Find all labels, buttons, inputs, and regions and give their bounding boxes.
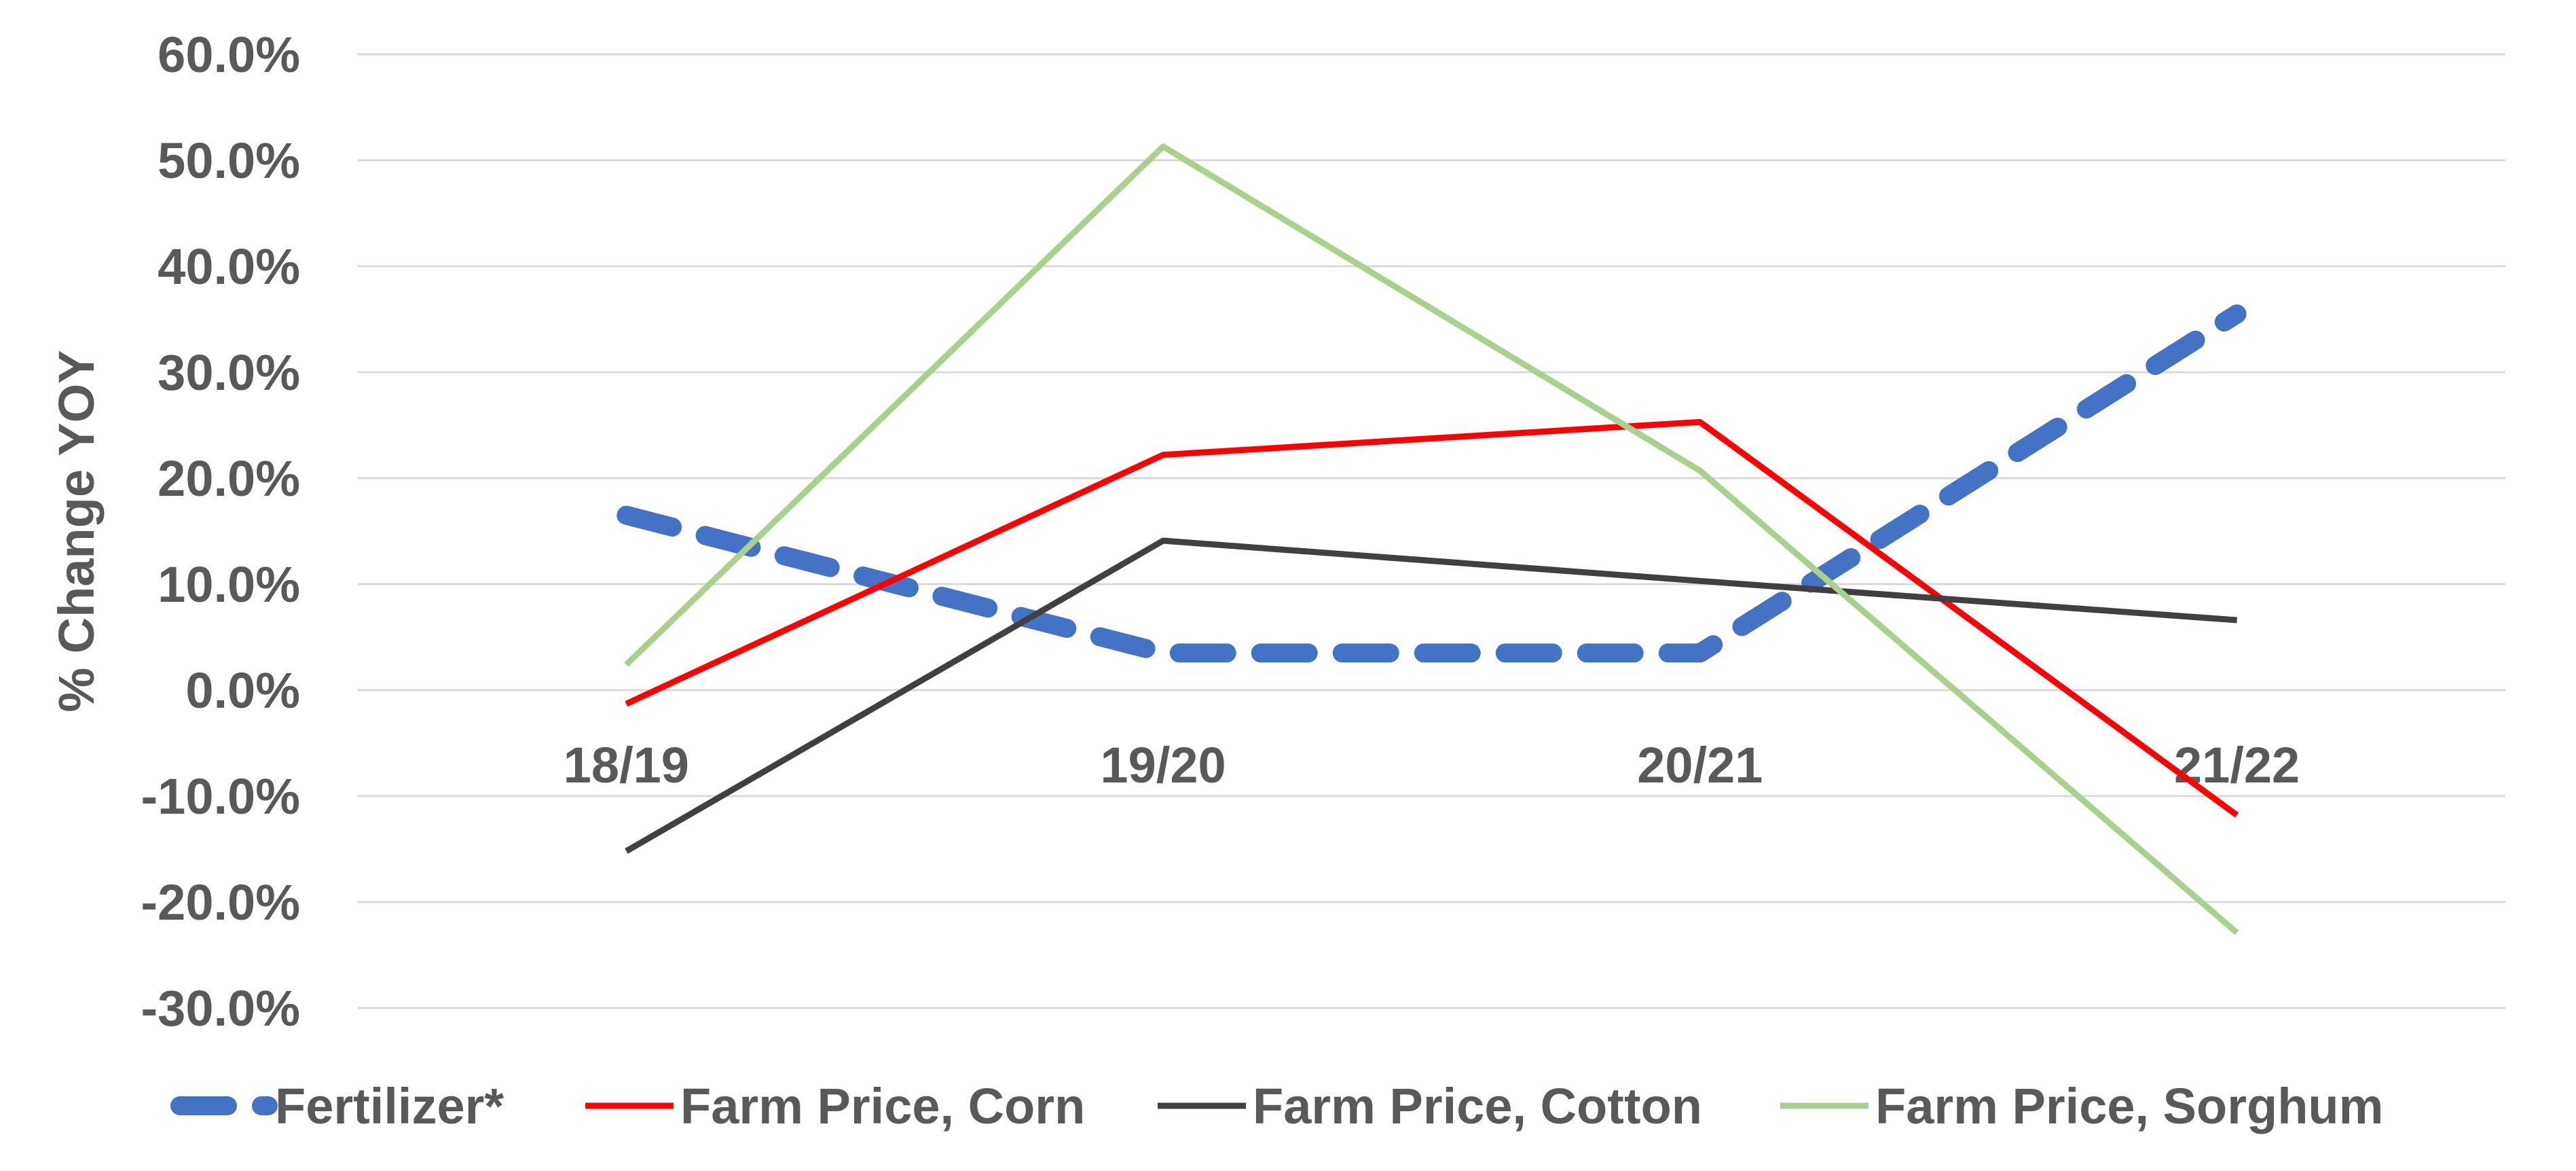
legend: Fertilizer* Farm Price, Corn Farm Price, C…: [170, 1078, 2383, 1134]
series-line-2: [625, 537, 2237, 854]
x-tick-label: 19/20: [1101, 737, 1226, 793]
y-axis-label: % Change YOY: [48, 350, 105, 712]
y-axis-ticks: -30.0% -20.0% -10.0% 0.0% 10.0% 20.0% 30.0% 40.…: [141, 26, 300, 1037]
x-tick-label: 18/19: [564, 737, 689, 793]
y-tick-label: -10.0%: [141, 768, 300, 825]
series-line-1: [625, 418, 2239, 818]
y-tick-label: 30.0%: [158, 344, 300, 401]
legend-label-1: Farm Price, Corn: [680, 1078, 1085, 1134]
plot-series: [617, 143, 2247, 935]
y-tick-label: 0.0%: [185, 662, 300, 719]
series-line-3: [624, 143, 2239, 935]
legend-label-3: Farm Price, Sorghum: [1875, 1078, 2383, 1134]
legend-label-0: Fertilizer*: [275, 1078, 504, 1134]
series-line-0: [617, 304, 2247, 663]
y-tick-label: -20.0%: [141, 874, 300, 931]
y-tick-label: 50.0%: [158, 132, 300, 189]
y-tick-label: 10.0%: [158, 556, 300, 613]
y-tick-label: 60.0%: [158, 26, 300, 83]
x-axis-ticks: 18/19 19/20 20/21 21/22: [564, 737, 2300, 793]
y-tick-label: -30.0%: [141, 980, 300, 1037]
legend-label-2: Farm Price, Cotton: [1253, 1078, 1702, 1134]
y-tick-label: 40.0%: [158, 238, 300, 295]
y-tick-label: 20.0%: [158, 450, 300, 507]
x-tick-label: 20/21: [1637, 737, 1763, 793]
